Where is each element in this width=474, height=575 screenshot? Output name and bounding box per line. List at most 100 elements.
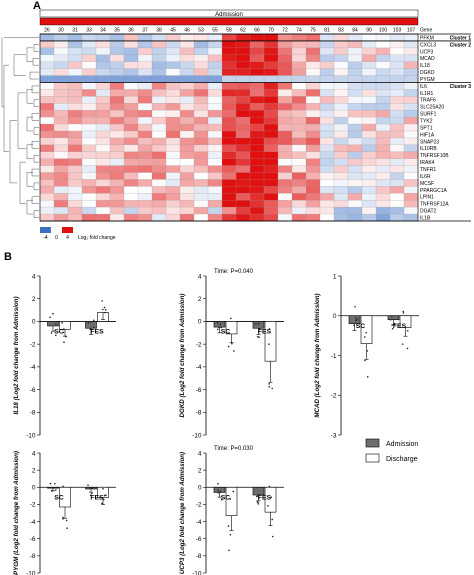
heatmap-cell [194, 61, 209, 69]
heatmap-cell [320, 214, 335, 222]
heatmap-cell [124, 61, 139, 69]
heatmap-cell [166, 200, 181, 208]
heatmap-cell [236, 124, 251, 132]
data-point [402, 310, 405, 313]
heatmap-cell [124, 75, 139, 83]
heatmap-cell [124, 34, 139, 42]
heatmap-cell [166, 103, 181, 111]
data-point [54, 489, 57, 491]
heatmap-cell [362, 214, 377, 222]
heatmap-cell [306, 172, 321, 180]
gene-label: IL6 [420, 84, 427, 90]
heatmap-cell [306, 179, 321, 187]
y-tick-label: -6 [30, 536, 36, 543]
heatmap-cell [96, 207, 111, 215]
heatmap-cell [110, 61, 125, 69]
panel-a-letter: A [33, 0, 41, 12]
heatmap-cell [180, 172, 195, 180]
heatmap-cell [348, 110, 363, 118]
heatmap-cell [152, 137, 167, 146]
heatmap-cell [404, 214, 419, 222]
y-axis-label: PYGM (Log2 fold change from Admission) [13, 451, 20, 575]
dendrogram-branch [26, 116, 33, 132]
heatmap-cell [110, 103, 125, 111]
heatmap-cell [96, 68, 111, 76]
heatmap-cell [82, 214, 97, 222]
heatmap-cell [292, 130, 307, 139]
patient-id-label: 103 [393, 28, 402, 34]
dendrogram-branch [19, 161, 26, 204]
heatmap-cell [40, 47, 55, 56]
heatmap-cell [222, 151, 237, 159]
heatmap-cell [152, 82, 167, 90]
dendrogram-branch [13, 54, 26, 76]
dendrogram-branch [26, 89, 33, 104]
heatmap-cell [250, 172, 265, 180]
heatmap-cell [152, 96, 167, 104]
heatmap-cell [180, 130, 195, 139]
heatmap-cell [124, 179, 139, 187]
heatmap-cell [180, 54, 195, 63]
data-point [258, 328, 261, 330]
heatmap-cell [110, 110, 125, 118]
heatmap-cell [68, 96, 83, 104]
heatmap-cell [180, 144, 195, 153]
heatmap-cell [194, 207, 209, 215]
heatmap-cell [278, 165, 293, 173]
heatmap-cell [320, 137, 335, 146]
heatmap-cell [348, 54, 363, 63]
heatmap-cell [278, 34, 293, 42]
heatmap-cell [208, 214, 223, 222]
heatmap-cell [390, 165, 405, 173]
heatmap-cell [222, 103, 237, 111]
heatmap-cell [110, 40, 125, 49]
heatmap-cell [306, 158, 321, 166]
patient-id-label: 53 [198, 28, 204, 34]
data-point [217, 482, 219, 485]
heatmap-cell [138, 82, 153, 90]
heatmap-cell [362, 54, 377, 63]
heatmap-cell [334, 61, 349, 69]
heatmap-cell [278, 207, 293, 215]
heatmap-cell [222, 61, 237, 69]
heatmap-cell [194, 214, 209, 222]
heatmap-cell [376, 144, 391, 153]
heatmap-cell [110, 165, 125, 173]
heatmap-cell [124, 40, 139, 49]
heatmap-cell [348, 75, 363, 83]
heatmap-cell [82, 61, 97, 69]
heatmap-cell [166, 179, 181, 187]
heatmap-cell [264, 103, 279, 111]
heatmap-cell [208, 103, 223, 111]
heatmap-cell [124, 96, 139, 104]
heatmap-cell [404, 193, 419, 201]
heatmap-cell [264, 137, 279, 146]
heatmap-cell [180, 96, 195, 104]
group-label: FES [258, 494, 272, 501]
heatmap-cell [152, 68, 167, 76]
heatmap-cell [208, 89, 223, 97]
discharge-bar [225, 321, 238, 335]
heatmap-cell [194, 103, 209, 111]
heatmap-cell [278, 158, 293, 166]
heatmap-cell [362, 124, 377, 132]
heatmap-cell [306, 137, 321, 146]
heatmap-cell [250, 54, 265, 63]
heatmap-cell [236, 47, 251, 56]
data-point [89, 328, 92, 331]
heatmap-cell [320, 75, 335, 83]
heatmap-cell [96, 117, 111, 125]
y-tick-label: -4 [196, 364, 202, 371]
heatmap-cell [208, 124, 223, 132]
group-label: FES [90, 328, 104, 335]
heatmap-cell [404, 158, 419, 166]
heatmap-cell [376, 89, 391, 97]
heatmap-cell [362, 82, 377, 90]
heatmap-cell [54, 137, 69, 146]
data-point [219, 323, 222, 326]
heatmap-cell [264, 165, 279, 173]
heatmap-cell [152, 130, 167, 139]
heatmap-cell [236, 103, 251, 111]
heatmap-cell [390, 179, 405, 187]
heatmap-cell [68, 47, 83, 56]
